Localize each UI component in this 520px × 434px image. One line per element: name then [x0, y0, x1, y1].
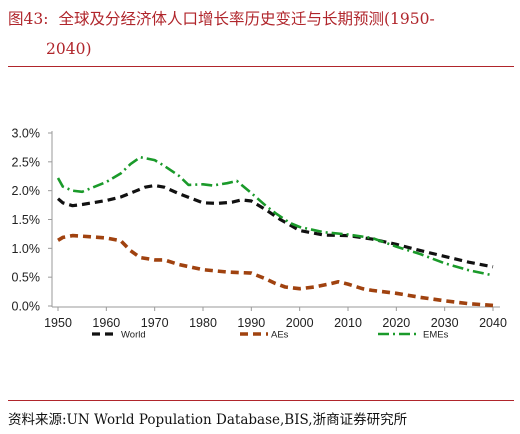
y-tick-label: 0.5%: [12, 271, 41, 285]
legend-label-aes: AEs: [271, 330, 289, 341]
figure-title-line-2: 2040): [46, 40, 92, 58]
x-tick-label: 2040: [479, 316, 507, 330]
y-tick-label: 2.0%: [12, 184, 41, 198]
figure-number: 图43:: [8, 10, 49, 28]
x-tick-label: 1990: [237, 316, 265, 330]
x-tick-label: 2000: [286, 316, 314, 330]
figure-title-line-1: 图43: 全球及分经济体人口增长率历史变迁与长期预测(1950-: [8, 4, 514, 34]
x-tick-label: 1980: [189, 316, 217, 330]
x-tick-label: 1960: [92, 316, 120, 330]
x-tick-label: 1950: [44, 316, 72, 330]
x-axis-ticks: 1950 1960 1970 1980 1990 2000 2010 2020 2030 2040: [44, 307, 507, 330]
series-lines: [56, 155, 494, 308]
legend-label-world: World: [121, 330, 146, 341]
x-tick-label: 1970: [141, 316, 169, 330]
figure-title-text: 全球及分经济体人口增长率历史变迁与长期预测(1950-: [58, 10, 435, 28]
y-axis-ticks: 0.0% 0.5% 1.0% 1.5% 2.0% 2.5% 3.0%: [12, 127, 52, 314]
chart-legend: World AEs EMEs: [92, 330, 449, 341]
figure-title: 图43: 全球及分经济体人口增长率历史变迁与长期预测(1950- 2040): [8, 4, 514, 64]
y-tick-label: 2.5%: [12, 155, 41, 169]
legend-label-emes: EMEs: [423, 330, 449, 341]
title-divider: [8, 66, 514, 67]
series-line-aes: [57, 233, 494, 308]
source-divider: [8, 400, 514, 401]
series-line-world: [56, 183, 494, 269]
y-tick-label: 1.5%: [12, 213, 41, 227]
series-line-emes: [56, 155, 494, 277]
x-tick-label: 2020: [382, 316, 410, 330]
source-note: 资料来源:UN World Population Database,BIS,浙商…: [8, 412, 408, 428]
x-tick-label: 2010: [334, 316, 362, 330]
y-tick-label: 1.0%: [12, 242, 41, 256]
x-tick-label: 2030: [431, 316, 459, 330]
y-tick-label: 3.0%: [12, 127, 41, 141]
y-tick-label: 0.0%: [12, 300, 41, 314]
